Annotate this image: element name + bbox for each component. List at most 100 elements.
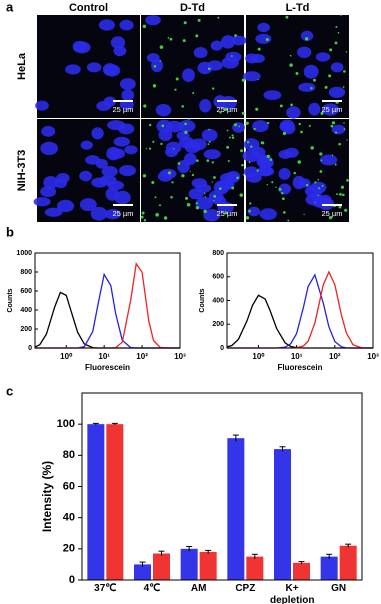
curve bbox=[227, 270, 374, 349]
green-signal bbox=[153, 64, 157, 68]
green-signal bbox=[148, 123, 152, 127]
green-signal bbox=[297, 160, 302, 164]
green-signal bbox=[207, 67, 211, 71]
nucleus bbox=[258, 164, 272, 177]
nucleus bbox=[113, 136, 130, 147]
y-tick-label: 600 bbox=[212, 274, 224, 281]
green-signal bbox=[207, 143, 210, 146]
bar bbox=[134, 564, 151, 580]
green-signal bbox=[213, 199, 215, 202]
nucleus bbox=[219, 172, 238, 184]
green-signal bbox=[159, 45, 164, 49]
green-signal bbox=[303, 213, 305, 216]
green-signal bbox=[211, 181, 213, 183]
green-signal bbox=[241, 78, 246, 82]
green-signal bbox=[320, 111, 324, 115]
nucleus bbox=[278, 149, 292, 159]
nucleus bbox=[252, 120, 269, 133]
error-bar bbox=[232, 434, 239, 442]
green-signal bbox=[300, 130, 303, 134]
green-signal bbox=[167, 37, 170, 39]
green-signal bbox=[143, 104, 147, 108]
x-tick-label: 10¹ bbox=[291, 352, 303, 361]
green-signal bbox=[241, 163, 244, 167]
nucleus bbox=[242, 149, 261, 163]
nucleus bbox=[56, 199, 75, 213]
nucleus bbox=[263, 90, 282, 100]
nucleus bbox=[121, 89, 135, 101]
column-header: D-Td bbox=[180, 2, 205, 14]
green-signal bbox=[213, 194, 217, 198]
green-signal bbox=[246, 121, 249, 125]
green-signal bbox=[249, 202, 252, 205]
nucleus bbox=[328, 86, 346, 98]
nucleus bbox=[195, 196, 213, 210]
nucleus bbox=[96, 101, 112, 111]
green-signal bbox=[171, 181, 174, 184]
error-bar bbox=[186, 545, 193, 552]
green-signal bbox=[234, 34, 237, 37]
green-signal bbox=[159, 60, 162, 62]
nucleus bbox=[158, 128, 173, 142]
y-tick-label: 20 bbox=[63, 543, 75, 555]
nucleus bbox=[232, 122, 245, 133]
green-signal bbox=[319, 170, 323, 173]
green-signal bbox=[184, 122, 187, 126]
nucleus bbox=[219, 96, 237, 110]
error-bar bbox=[279, 446, 286, 452]
nucleus bbox=[331, 124, 346, 135]
nucleus bbox=[195, 183, 212, 193]
x-tick-label: 10¹ bbox=[98, 352, 110, 361]
green-signal bbox=[181, 105, 184, 108]
y-tick-label: 400 bbox=[212, 297, 224, 304]
x-axis-label: Fluorescein bbox=[278, 363, 323, 372]
green-signal bbox=[242, 173, 245, 176]
error-bar bbox=[139, 561, 146, 567]
nucleus bbox=[178, 119, 196, 133]
green-signal bbox=[206, 159, 210, 163]
green-signal bbox=[213, 176, 216, 179]
scale-bar-label: 25 µm bbox=[322, 105, 343, 114]
nucleus bbox=[182, 68, 195, 82]
green-signal bbox=[313, 78, 316, 82]
nucleus bbox=[99, 175, 117, 186]
green-signal bbox=[182, 39, 186, 43]
green-signal bbox=[141, 211, 145, 215]
green-signal bbox=[248, 209, 251, 213]
green-signal bbox=[148, 147, 152, 150]
green-signal bbox=[211, 87, 215, 90]
nucleus bbox=[155, 103, 172, 117]
panel-label: c bbox=[6, 383, 13, 398]
nucleus bbox=[322, 103, 339, 116]
green-signal bbox=[304, 37, 309, 41]
nucleus bbox=[303, 64, 319, 79]
green-signal bbox=[155, 213, 159, 217]
micrograph: 25 µm bbox=[35, 15, 140, 118]
nucleus bbox=[247, 206, 261, 217]
bar bbox=[339, 545, 357, 580]
green-signal bbox=[231, 186, 235, 190]
green-signal bbox=[282, 131, 287, 136]
green-signal bbox=[338, 142, 341, 146]
nucleus bbox=[201, 128, 218, 142]
green-signal bbox=[269, 158, 273, 161]
bar bbox=[320, 556, 338, 580]
green-signal bbox=[255, 107, 259, 111]
y-tick-label: 80 bbox=[63, 449, 75, 461]
x-tick-label: 37℃ bbox=[94, 583, 117, 594]
green-signal bbox=[346, 179, 349, 182]
green-signal bbox=[152, 84, 157, 88]
green-signal bbox=[227, 159, 230, 163]
y-tick-label: 0 bbox=[220, 345, 224, 352]
green-signal bbox=[184, 130, 188, 134]
error-bar bbox=[326, 553, 333, 559]
green-signal bbox=[175, 77, 179, 81]
nucleus bbox=[243, 71, 261, 82]
green-signal bbox=[140, 215, 144, 219]
green-signal bbox=[343, 70, 346, 73]
bar bbox=[246, 556, 264, 580]
green-signal bbox=[204, 196, 206, 198]
green-signal bbox=[257, 78, 259, 81]
